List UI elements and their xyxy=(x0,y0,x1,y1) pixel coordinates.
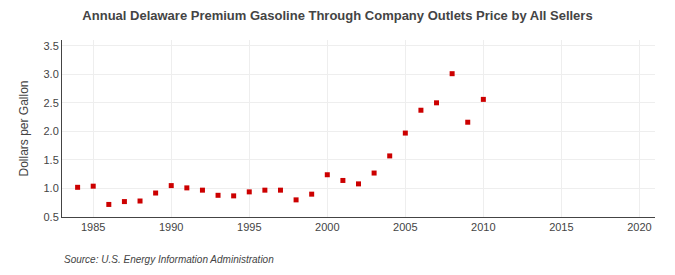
svg-text:Annual Delaware Premium Gasoli: Annual Delaware Premium Gasoline Through… xyxy=(82,8,592,23)
svg-text:Source: U.S. Energy Informatio: Source: U.S. Energy Information Administ… xyxy=(64,254,274,265)
svg-text:1990: 1990 xyxy=(159,221,183,233)
svg-text:2.0: 2.0 xyxy=(44,125,59,137)
svg-text:3.5: 3.5 xyxy=(44,40,59,52)
svg-text:1.0: 1.0 xyxy=(44,182,59,194)
svg-text:Dollars per Gallon: Dollars per Gallon xyxy=(17,80,31,176)
svg-text:2005: 2005 xyxy=(393,221,417,233)
svg-text:3.0: 3.0 xyxy=(44,68,59,80)
svg-text:2.5: 2.5 xyxy=(44,97,59,109)
svg-text:1985: 1985 xyxy=(81,221,105,233)
svg-text:2010: 2010 xyxy=(471,221,495,233)
svg-text:0.5: 0.5 xyxy=(44,211,59,223)
svg-text:1.5: 1.5 xyxy=(44,154,59,166)
svg-text:1995: 1995 xyxy=(237,221,261,233)
svg-text:2020: 2020 xyxy=(627,221,651,233)
svg-text:2015: 2015 xyxy=(549,221,573,233)
svg-text:2000: 2000 xyxy=(315,221,339,233)
